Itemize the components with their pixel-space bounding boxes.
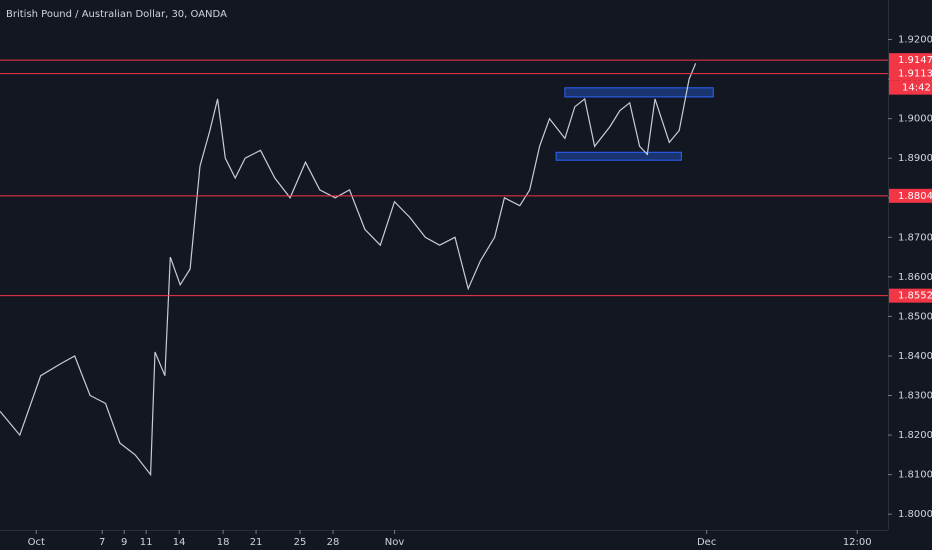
x-tick-label: 18 <box>217 537 230 548</box>
y-tick-label: 1.85000 <box>898 311 932 322</box>
y-tick-label: 1.81000 <box>898 470 932 481</box>
level-label-box <box>889 188 932 203</box>
x-tick-label: 28 <box>327 537 340 548</box>
level-label: 1.85525 <box>898 291 932 302</box>
x-tick-label: Dec <box>697 537 716 548</box>
y-tick-label: 1.90000 <box>898 114 932 125</box>
x-tick-label: 12:00 <box>843 537 872 548</box>
level-label: 1.91138 <box>898 69 932 80</box>
y-tick-label: 1.83000 <box>898 391 932 402</box>
x-tick-label: 9 <box>121 537 127 548</box>
level-label-box <box>889 53 932 68</box>
zone <box>555 151 682 161</box>
y-tick-label: 1.82000 <box>898 430 932 441</box>
x-tick-label: 25 <box>294 537 307 548</box>
chart-title: British Pound / Australian Dollar, 30, O… <box>6 9 227 20</box>
zone <box>564 87 714 98</box>
x-tick-label: 11 <box>140 537 153 548</box>
x-tick-label: Oct <box>28 537 45 548</box>
level-label: 1.88049 <box>898 191 932 202</box>
price-line <box>0 63 697 477</box>
countdown-box <box>889 80 932 95</box>
y-tick-label: 1.84000 <box>898 351 932 362</box>
level-label-box <box>889 288 932 303</box>
y-tick-label: 1.86000 <box>898 272 932 283</box>
x-tick-label: Nov <box>385 537 405 548</box>
y-tick-label: 1.89000 <box>898 153 932 164</box>
x-tick-label: 7 <box>99 537 105 548</box>
x-tick-label: 14 <box>173 537 186 548</box>
x-tick-label: 21 <box>250 537 263 548</box>
y-tick-label: 1.87000 <box>898 232 932 243</box>
y-tick-label: 1.92000 <box>898 35 932 46</box>
level-label: 1.91479 <box>898 55 932 66</box>
countdown: 14:42 <box>902 83 931 94</box>
level-label-box <box>889 66 932 81</box>
y-tick-label: 1.80000 <box>898 509 932 520</box>
